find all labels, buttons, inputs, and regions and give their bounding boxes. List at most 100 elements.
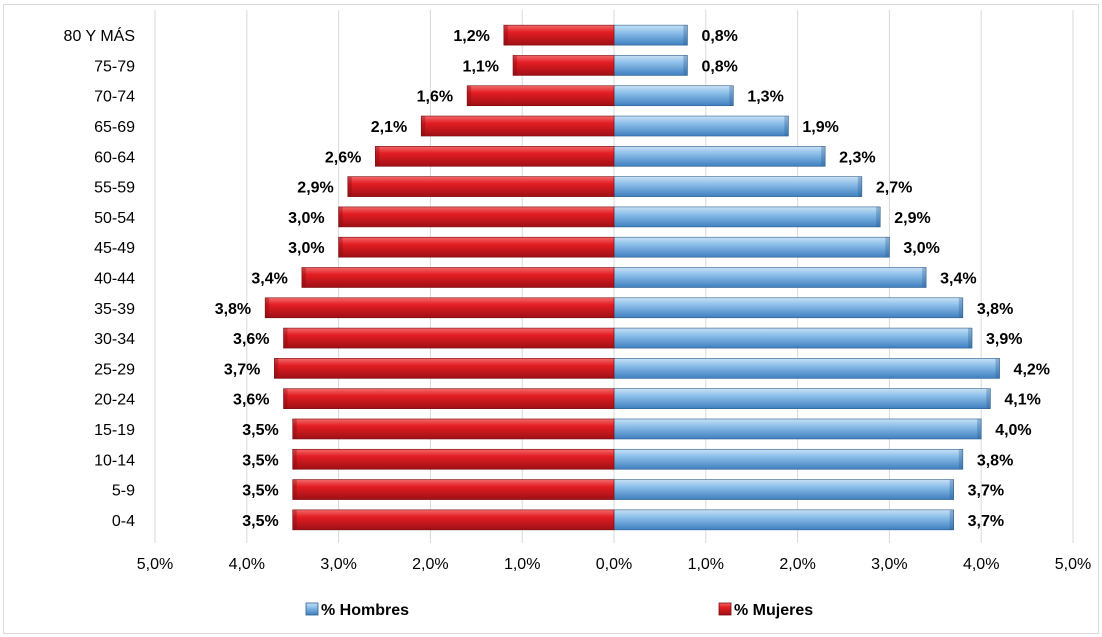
hombres-bar-cap — [995, 358, 1000, 379]
hombres-data-label: 4,0% — [995, 422, 1031, 439]
hombres-bar — [613, 297, 964, 319]
hombres-bar — [613, 327, 973, 349]
hombres-bar-cap — [885, 237, 890, 258]
x-tick-label: 4,0% — [229, 556, 265, 573]
hombres-bar — [613, 388, 991, 409]
hombres-bar — [613, 418, 982, 440]
mujeres-bar — [292, 418, 615, 440]
mujeres-bar-cap — [292, 418, 297, 439]
mujeres-bar — [301, 267, 615, 288]
category-label: 45-49 — [94, 240, 135, 257]
mujeres-data-label: 3,4% — [251, 271, 287, 288]
mujeres-bar-cap — [292, 509, 297, 530]
mujeres-data-label: 2,6% — [325, 149, 361, 166]
legend-label-hombres: % Hombres — [321, 602, 409, 619]
legend: % Hombres % Mujeres — [305, 602, 813, 619]
mujeres-data-label: 3,5% — [242, 422, 278, 439]
hombres-bar-cap — [821, 146, 826, 167]
category-label: 30-34 — [94, 331, 135, 348]
category-label: 40-44 — [94, 271, 135, 288]
hombres-bar-cap — [949, 479, 954, 500]
mujeres-data-label: 3,8% — [215, 301, 251, 318]
hombres-data-label: 3,8% — [977, 301, 1013, 318]
legend-label-mujeres: % Mujeres — [734, 602, 813, 619]
hombres-bar-cap — [968, 328, 973, 349]
mujeres-data-label: 1,1% — [463, 58, 499, 75]
mujeres-bar — [283, 388, 615, 409]
mujeres-bar-cap — [347, 176, 352, 197]
category-label: 20-24 — [94, 392, 135, 409]
hombres-bar — [613, 358, 1000, 379]
mujeres-bar-cap — [338, 237, 343, 258]
hombres-data-label: 1,9% — [802, 119, 838, 136]
mujeres-data-label: 1,6% — [417, 89, 453, 106]
mujeres-data-label: 3,6% — [233, 392, 269, 409]
mujeres-data-label: 3,0% — [288, 210, 324, 227]
hombres-data-label: 0,8% — [701, 58, 737, 75]
category-label: 55-59 — [94, 180, 135, 197]
hombres-data-label: 3,9% — [986, 331, 1022, 348]
category-label: 15-19 — [94, 422, 135, 439]
mujeres-bar-cap — [292, 479, 297, 500]
mujeres-data-label: 3,6% — [233, 331, 269, 348]
mujeres-bar-cap — [421, 116, 426, 137]
mujeres-bar — [274, 358, 615, 379]
hombres-bar-cap — [977, 418, 982, 439]
mujeres-bar — [283, 327, 615, 349]
mujeres-bar-cap — [338, 206, 343, 227]
hombres-bar — [613, 24, 688, 46]
category-label: 70-74 — [94, 89, 135, 106]
bars — [264, 24, 1000, 531]
value-axis: 5,0% 4,0% 3,0% 2,0% 1,0% 0,0% 1,0% 2,0% 3,0% 4,0%… — [137, 556, 1091, 573]
mujeres-bar-cap — [503, 25, 508, 46]
hombres-bar — [613, 479, 954, 500]
hombres-bar-cap — [922, 267, 927, 288]
mujeres-bar — [338, 236, 615, 258]
mujeres-bar — [292, 448, 615, 470]
hombres-bar-cap — [683, 55, 688, 76]
hombres-bar-cap — [958, 297, 963, 318]
mujeres-bar — [347, 176, 615, 197]
x-tick-label: 2,0% — [779, 556, 815, 573]
category-axis: 0-4 5-9 10-14 15-19 20-24 25-29 30-34 35-39 40-4… — [64, 26, 136, 530]
category-label: 60-64 — [94, 149, 135, 166]
x-tick-label: 0,0% — [596, 556, 632, 573]
mujeres-bar-cap — [467, 85, 472, 106]
hombres-data-label: 3,0% — [903, 240, 939, 257]
hombres-bar — [613, 236, 890, 258]
hombres-bar — [613, 509, 954, 531]
hombres-bar — [613, 146, 826, 167]
x-tick-label: 1,0% — [688, 556, 724, 573]
hombres-bar-cap — [683, 25, 688, 46]
mujeres-data-label: 3,0% — [288, 240, 324, 257]
category-label: 10-14 — [94, 452, 135, 469]
hombres-data-label: 4,2% — [1014, 361, 1050, 378]
hombres-data-label: 4,1% — [1004, 392, 1040, 409]
mujeres-bar — [466, 85, 615, 107]
mujeres-data-label: 3,5% — [242, 452, 278, 469]
hombres-bar-cap — [729, 85, 734, 106]
data-labels: 3,7%3,7%3,8%4,0%4,1%4,2%3,9%3,8%3,4%3,0%… — [215, 28, 1050, 530]
hombres-bar — [613, 448, 964, 470]
hombres-data-label: 2,3% — [839, 149, 875, 166]
mujeres-bar-cap — [283, 328, 288, 349]
hombres-bar — [613, 176, 863, 197]
mujeres-bar-cap — [283, 388, 288, 409]
mujeres-data-label: 3,5% — [242, 513, 278, 530]
hombres-bar-cap — [958, 449, 963, 470]
x-tick-label: 5,0% — [137, 556, 173, 573]
mujeres-bar — [338, 206, 615, 228]
mujeres-bar — [292, 479, 615, 500]
mujeres-bar — [420, 115, 615, 137]
category-label: 25-29 — [94, 361, 135, 378]
hombres-data-label: 3,7% — [968, 513, 1004, 530]
category-label: 0-4 — [112, 513, 135, 530]
mujeres-bar-cap — [265, 297, 270, 318]
hombres-bar-cap — [949, 509, 954, 530]
category-label: 50-54 — [94, 210, 135, 227]
hombres-data-label: 2,9% — [894, 210, 930, 227]
hombres-bar-cap — [876, 206, 881, 227]
category-label: 65-69 — [94, 119, 135, 136]
hombres-bar-cap — [784, 116, 789, 137]
